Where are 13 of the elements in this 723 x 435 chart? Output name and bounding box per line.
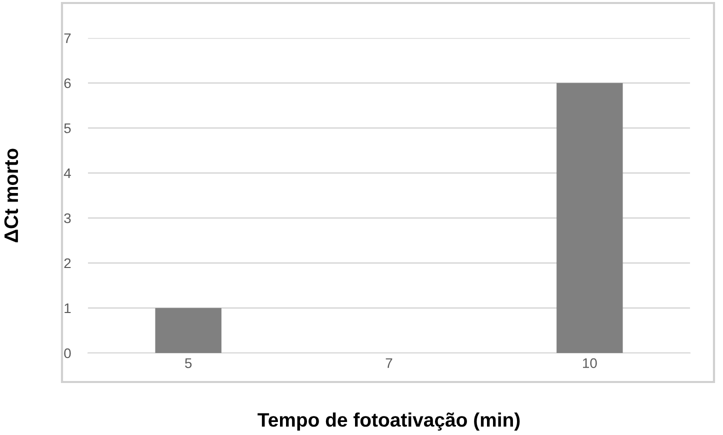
y-tick-label: 0 xyxy=(64,348,71,358)
y-tick-label: 1 xyxy=(64,303,71,314)
x-axis-title: Tempo de fotoativação (min) xyxy=(258,412,520,431)
y-tick-label: 3 xyxy=(64,213,71,224)
y-tick-label: 4 xyxy=(64,168,71,178)
y-tick-label: 2 xyxy=(64,258,71,268)
x-tick-label: 5 xyxy=(185,358,192,368)
y-tick-label: 6 xyxy=(64,78,71,88)
x-tick-label: 7 xyxy=(386,358,392,368)
x-tick-label: 10 xyxy=(583,358,597,368)
y-tick-label: 5 xyxy=(64,123,71,134)
y-tick-label: 7 xyxy=(64,33,71,44)
y-axis-title: ΔCt morto xyxy=(4,148,18,242)
